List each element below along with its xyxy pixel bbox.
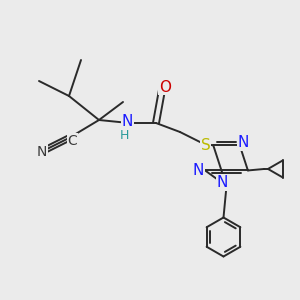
Text: S: S bbox=[201, 138, 210, 153]
Text: C: C bbox=[68, 134, 77, 148]
Text: N: N bbox=[238, 135, 249, 150]
Text: N: N bbox=[122, 114, 133, 129]
Text: O: O bbox=[159, 80, 171, 94]
Text: H: H bbox=[120, 128, 129, 142]
Text: N: N bbox=[193, 163, 204, 178]
Text: N: N bbox=[216, 175, 228, 190]
Text: N: N bbox=[37, 145, 47, 158]
